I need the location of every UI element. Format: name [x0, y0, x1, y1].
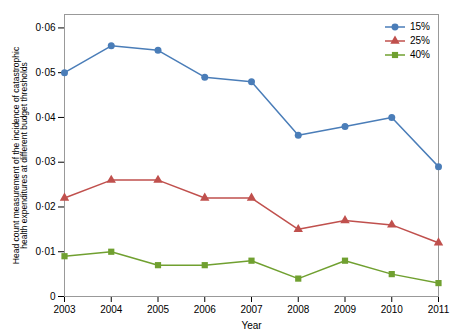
html-text:15%: 15% — [410, 21, 430, 32]
svg-text:0·04: 0·04 — [35, 112, 55, 123]
svg-text:2010: 2010 — [381, 304, 404, 315]
html-text:40%: 40% — [410, 49, 430, 60]
svg-text:2007: 2007 — [240, 304, 263, 315]
svg-text:2011: 2011 — [428, 304, 450, 315]
svg-text:2003: 2003 — [53, 304, 76, 315]
svg-text:2008: 2008 — [287, 304, 310, 315]
svg-text:0·01: 0·01 — [35, 246, 55, 257]
svg-text:0·03: 0·03 — [35, 156, 55, 167]
html-text:25%: 25% — [410, 35, 430, 46]
svg-text:2006: 2006 — [194, 304, 217, 315]
svg-text:2004: 2004 — [100, 304, 123, 315]
svg-text:2005: 2005 — [147, 304, 170, 315]
svg-text:0: 0 — [50, 291, 56, 302]
svg-text:0·06: 0·06 — [35, 22, 55, 33]
svg-text:2009: 2009 — [334, 304, 357, 315]
svg-text:0·02: 0·02 — [35, 201, 55, 212]
svg-text:Year: Year — [241, 320, 262, 331]
svg-text:Head count measurement of the: Head count measurement of the incidence … — [11, 46, 30, 264]
svg-text:0·05: 0·05 — [35, 67, 55, 78]
